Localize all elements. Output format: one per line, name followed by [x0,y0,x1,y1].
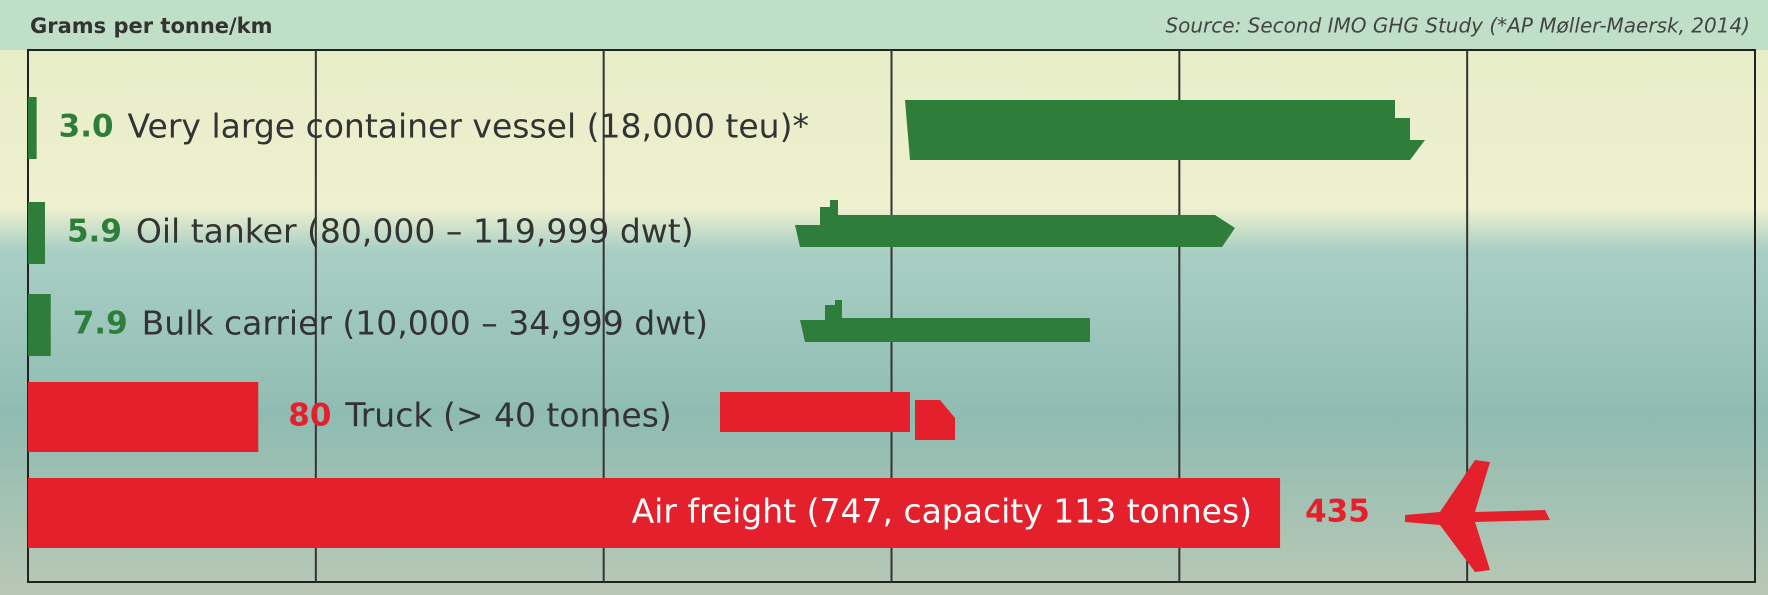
value-label: 80 [288,398,331,434]
category-label: Very large container vessel (18,000 teu)… [128,107,809,146]
value-label: 435 [1305,494,1370,530]
bar [28,202,45,264]
chart: Grams per tonne/km Source: Second IMO GH… [0,0,1768,595]
value-label: 5.9 [67,214,122,250]
category-label: Bulk carrier (10,000 – 34,999 dwt) [142,304,708,343]
chart-title: Grams per tonne/km [30,14,273,38]
bar [28,294,51,356]
category-label: Air freight (747, capacity 113 tonnes) [632,492,1252,531]
value-label: 3.0 [59,109,114,145]
category-label: Truck (> 40 tonnes) [344,396,671,435]
bar [28,97,37,159]
bar [28,382,258,452]
source-note: Source: Second IMO GHG Study (*AP Møller… [1165,14,1750,38]
container-ship-icon [905,100,1425,160]
value-label: 7.9 [73,306,128,342]
category-label: Oil tanker (80,000 – 119,999 dwt) [136,212,694,251]
